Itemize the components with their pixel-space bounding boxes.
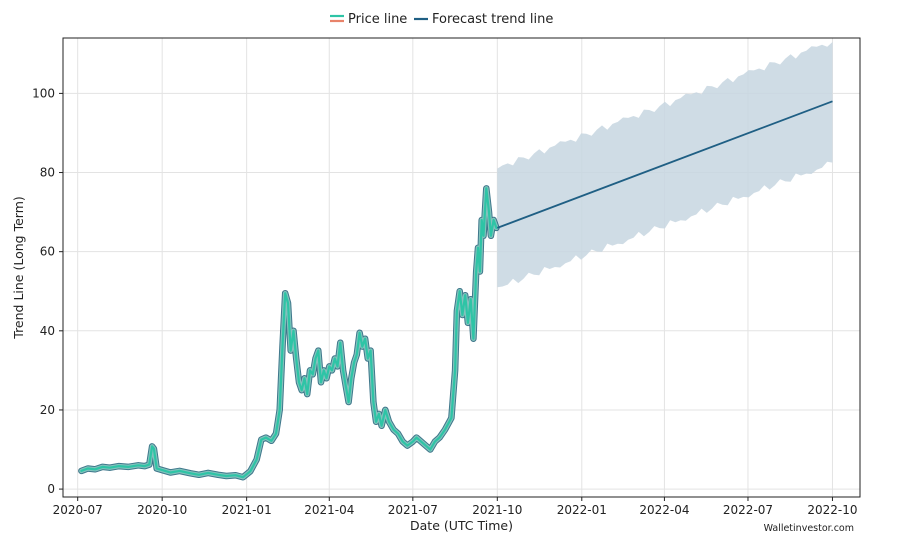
- x-tick-label: 2022-01: [557, 503, 607, 517]
- x-tick-label: 2022-07: [723, 503, 773, 517]
- credit-text: Walletinvestor.com: [763, 523, 854, 534]
- y-tick-label: 40: [40, 324, 55, 338]
- legend-label-price-line: Price line: [348, 12, 407, 27]
- x-axis-label: Date (UTC Time): [410, 518, 513, 533]
- x-tick-label: 2022-04: [639, 503, 689, 517]
- y-axis-label: Trend Line (Long Term): [11, 196, 26, 339]
- x-tick-label: 2020-07: [53, 503, 103, 517]
- x-tick-label: 2021-04: [304, 503, 354, 517]
- x-tick-label: 2020-10: [137, 503, 187, 517]
- x-tick-label: 2021-01: [222, 503, 272, 517]
- forecast-trend-line: [496, 100, 833, 229]
- x-tick-label: 2021-10: [472, 503, 522, 517]
- x-tick-label: 2021-07: [388, 503, 438, 517]
- price-line: [80, 187, 498, 479]
- y-tick-label: 80: [40, 166, 55, 180]
- y-tick-label: 100: [32, 86, 55, 100]
- y-tick-label: 0: [47, 482, 55, 496]
- y-tick-label: 60: [40, 245, 55, 259]
- plot-frame: [62, 37, 861, 498]
- legend: Price line Forecast trend line: [330, 12, 553, 27]
- y-tick-label: 20: [40, 403, 55, 417]
- x-tick-label: 2022-10: [807, 503, 857, 517]
- legend-label-forecast-trend-line: Forecast trend line: [432, 12, 553, 27]
